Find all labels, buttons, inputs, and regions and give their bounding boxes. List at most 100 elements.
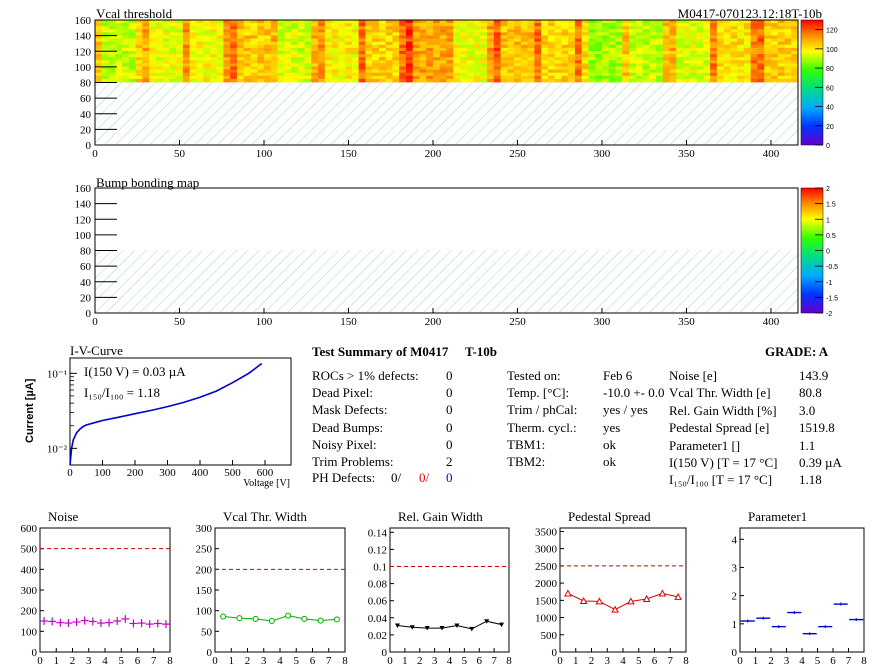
heatmap-cell [723, 60, 731, 64]
heatmap-cell [338, 72, 346, 77]
heatmap-cell [656, 63, 664, 67]
heatmap-cell [142, 38, 150, 43]
heatmap-cell [365, 51, 373, 55]
heatmap-cell [743, 32, 752, 36]
heatmap-cell [514, 32, 522, 36]
heatmap-cell [243, 60, 251, 64]
heatmap-cell [358, 41, 366, 46]
heatmap-cell [473, 20, 481, 24]
heatmap-cell [311, 23, 319, 27]
bump-x-tick-label: 100 [256, 316, 273, 328]
heatmap-cell [453, 72, 461, 77]
heatmap-cell [135, 66, 143, 70]
heatmap-cell [784, 54, 792, 58]
rel-gain-width-y-tick-label: 0.02 [368, 630, 387, 642]
heatmap-cell [554, 54, 562, 58]
heatmap-cell [520, 66, 529, 70]
heatmap-cell [743, 78, 752, 83]
heatmap-cell [615, 51, 623, 55]
heatmap-cell [257, 51, 265, 55]
heatmap-cell [595, 20, 603, 24]
heatmap-cell [196, 75, 204, 80]
heatmap-cell [723, 57, 731, 61]
heatmap-cell [378, 66, 387, 70]
heatmap-cell [649, 38, 657, 43]
heatmap-cell [676, 26, 684, 30]
heatmap-cell [128, 44, 136, 49]
heatmap-cell [493, 35, 501, 39]
heatmap-cell [284, 29, 292, 33]
heatmap-cell [263, 41, 272, 46]
heatmap-cell [270, 20, 278, 24]
heatmap-cell [182, 26, 191, 30]
heatmap-cell [149, 29, 157, 33]
heatmap-cell [318, 26, 326, 30]
heatmap-cell [263, 60, 272, 64]
heatmap-cell [514, 72, 522, 77]
heatmap-cell [460, 41, 468, 46]
heatmap-cell [155, 35, 163, 39]
heatmap-cell [236, 63, 245, 67]
heatmap-cell [683, 38, 691, 43]
heatmap-cell [656, 47, 664, 52]
heatmap-cell [284, 63, 292, 67]
heatmap-cell [385, 38, 393, 43]
heatmap-cell [331, 72, 339, 77]
heatmap-cell [723, 23, 731, 27]
heatmap-cell [568, 54, 576, 58]
heatmap-cell [730, 63, 738, 67]
summary-left-row-value: 0 [446, 419, 453, 435]
heatmap-cell [635, 47, 643, 52]
heatmap-cell [291, 20, 299, 24]
heatmap-cell [723, 32, 731, 36]
bump-x-tick-label: 350 [678, 316, 695, 328]
heatmap-cell [263, 35, 272, 39]
pedestal-spread-point [658, 589, 667, 597]
heatmap-cell [689, 60, 698, 64]
module-id-label: M0417-070123.12:18T-10b [678, 6, 822, 21]
heatmap-cell [142, 60, 150, 64]
heatmap-cell [122, 35, 130, 39]
heatmap-cell [169, 75, 177, 80]
heatmap-cell [750, 69, 758, 74]
heatmap-cell [554, 23, 562, 27]
heatmap-cell [770, 66, 779, 70]
heatmap-cell [115, 63, 123, 67]
heatmap-cell [263, 38, 272, 43]
heatmap-cell [230, 69, 238, 74]
heatmap-cell [689, 29, 698, 33]
heatmap-cell [122, 41, 130, 46]
heatmap-cell [270, 66, 278, 70]
heatmap-cell [520, 47, 529, 52]
bump-scale-tick-label: -2 [826, 311, 832, 318]
parameter1-y-tick-label: 1 [732, 619, 738, 631]
heatmap-cell [142, 57, 150, 61]
heatmap-cell [439, 41, 447, 46]
heatmap-cell [439, 66, 447, 70]
heatmap-cell [432, 26, 441, 30]
heatmap-cell [514, 78, 522, 83]
rel-gain-width-y-tick-label: 0.04 [368, 613, 388, 625]
heatmap-cell [642, 66, 650, 70]
heatmap-cell [426, 29, 434, 33]
heatmap-cell [108, 29, 116, 33]
heatmap-cell [399, 66, 407, 70]
heatmap-cell [507, 32, 515, 36]
heatmap-cell [284, 35, 292, 39]
heatmap-cell [405, 54, 414, 58]
heatmap-cell [493, 44, 501, 49]
heatmap-cell [358, 66, 366, 70]
heatmap-cell [581, 78, 589, 83]
heatmap-cell [534, 54, 542, 58]
heatmap-cell [500, 60, 508, 64]
heatmap-cell [683, 41, 691, 46]
heatmap-cell [716, 35, 725, 39]
heatmap-cell [723, 78, 731, 83]
heatmap-cell [480, 44, 488, 49]
heatmap-cell [311, 35, 319, 39]
heatmap-cell [615, 23, 623, 27]
iv-x-tick-label: 200 [127, 467, 144, 479]
heatmap-cell [446, 41, 454, 46]
heatmap-cell [446, 35, 454, 39]
heatmap-cell [595, 54, 603, 58]
